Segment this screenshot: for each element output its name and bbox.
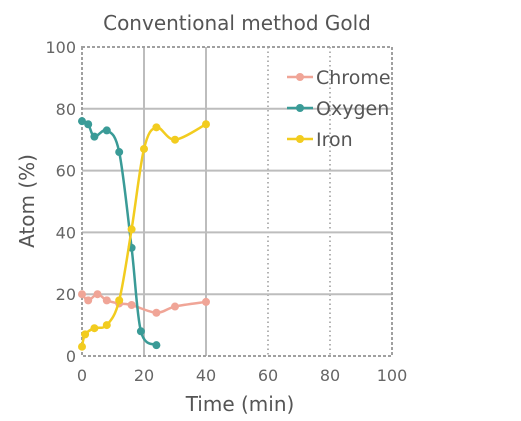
series-oxygen [78, 117, 161, 350]
y-tick-label: 40 [56, 223, 76, 242]
data-point-iron [78, 342, 86, 351]
x-tick-label: 100 [377, 366, 408, 385]
data-point-oxygen [90, 132, 99, 141]
grid [82, 47, 392, 356]
legend-label: Oxygen [316, 98, 389, 120]
data-point-iron [81, 330, 90, 339]
y-tick-label: 80 [56, 100, 76, 119]
legend-label: Chrome [316, 67, 391, 89]
data-point-chrome [127, 301, 136, 310]
data-point-oxygen [102, 126, 111, 135]
legend-swatch-marker [296, 104, 304, 112]
x-tick-label: 0 [77, 366, 87, 385]
data-point-oxygen [115, 148, 124, 157]
data-point-chrome [202, 297, 210, 306]
series-group [78, 117, 210, 351]
legend-item-oxygen: Oxygen [287, 98, 389, 120]
series-iron [78, 120, 210, 351]
legend: Chrome Oxygen Iron [287, 67, 391, 151]
data-point-iron [202, 120, 210, 129]
y-tick-label: 100 [45, 38, 76, 57]
x-axis-ticks: 0 20 40 60 80 100 [77, 366, 407, 385]
legend-label: Iron [316, 129, 353, 151]
data-point-chrome [171, 302, 179, 311]
data-point-iron [102, 321, 111, 330]
data-point-oxygen [78, 117, 86, 126]
data-point-iron [127, 225, 136, 234]
x-tick-label: 40 [196, 366, 216, 385]
y-tick-label: 60 [56, 162, 76, 181]
x-tick-label: 80 [320, 366, 340, 385]
data-point-iron [115, 296, 124, 305]
y-tick-label: 20 [56, 285, 76, 304]
data-point-iron [90, 324, 99, 333]
x-tick-label: 20 [134, 366, 154, 385]
data-point-chrome [93, 290, 102, 299]
legend-swatch-marker [296, 135, 304, 143]
y-axis-ticks: 0 20 40 60 80 100 [45, 38, 76, 366]
chart-title: Conventional method Gold [103, 11, 371, 35]
data-point-chrome [152, 308, 161, 317]
data-point-iron [152, 123, 161, 132]
plot-frame [81, 46, 393, 357]
y-tick-label: 0 [66, 347, 76, 366]
data-point-iron [171, 135, 179, 144]
data-point-oxygen [136, 327, 145, 336]
data-point-oxygen [84, 120, 93, 129]
series-line-iron [80, 123, 207, 348]
x-tick-label: 60 [258, 366, 278, 385]
data-point-oxygen [152, 341, 161, 350]
data-point-chrome [102, 296, 111, 305]
legend-swatch-marker [296, 73, 304, 81]
data-point-iron [140, 144, 148, 153]
data-point-chrome [78, 290, 86, 299]
data-point-chrome [84, 296, 93, 305]
x-axis-label: Time (min) [185, 392, 295, 416]
legend-item-iron: Iron [287, 129, 353, 151]
y-axis-label: Atom (%) [15, 154, 39, 248]
legend-item-chrome: Chrome [287, 67, 391, 89]
